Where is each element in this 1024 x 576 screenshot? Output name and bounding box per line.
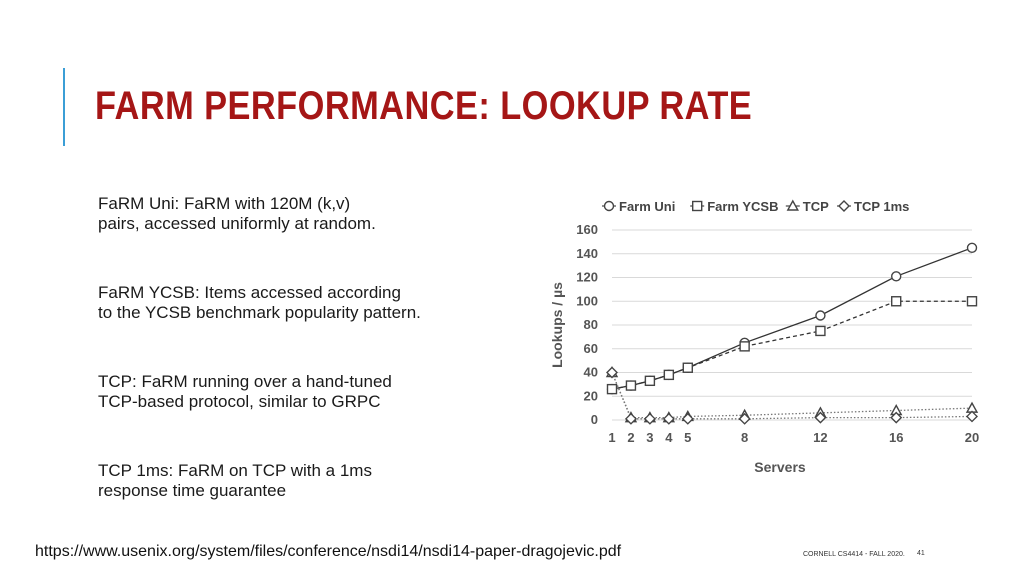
data-point-farm-ycsb <box>606 383 618 395</box>
data-point-tcp-1ms <box>890 411 903 424</box>
x-tick-label: 8 <box>741 430 748 445</box>
legend-label-farm-ycsb: Farm YCSB <box>707 199 778 214</box>
x-tick-label: 2 <box>627 430 634 445</box>
series-line-farm-uni <box>611 247 973 390</box>
description-line: TCP-based protocol, similar to GRPC <box>98 392 381 411</box>
data-point-farm-ycsb <box>625 380 637 391</box>
description-line: to the YCSB benchmark popularity pattern… <box>98 303 421 322</box>
x-tick-label: 16 <box>889 430 903 445</box>
x-tick-label: 20 <box>965 430 979 445</box>
y-tick-label: 100 <box>576 293 598 308</box>
data-point-farm-ycsb <box>891 296 902 307</box>
y-tick-label: 60 <box>584 341 598 356</box>
y-tick-label: 0 <box>591 412 598 427</box>
description-tcp-1ms: TCP 1ms: FaRM on TCP with a 1ms response… <box>98 461 518 501</box>
y-tick-label: 20 <box>584 388 598 403</box>
y-axis-label: Lookups / µs <box>549 282 565 368</box>
y-tick-label: 80 <box>584 317 598 332</box>
data-point-tcp-1ms <box>624 412 637 425</box>
slide-title: FARM PERFORMANCE: LOOKUP RATE <box>95 84 753 128</box>
y-tick-label: 120 <box>576 270 598 285</box>
data-point-farm-ycsb <box>966 296 978 307</box>
data-point-farm-ycsb <box>644 375 656 387</box>
legend-label-farm-uni: Farm Uni <box>619 199 675 214</box>
legend-marker-farm-uni <box>603 200 615 212</box>
y-tick-label: 160 <box>576 222 598 237</box>
data-point-farm-ycsb <box>739 341 750 352</box>
description-line: FaRM YCSB: Items accessed according <box>98 283 401 302</box>
x-tick-label: 5 <box>684 430 691 445</box>
data-point-farm-uni <box>966 242 978 254</box>
description-line: TCP: FaRM running over a hand-tuned <box>98 372 392 391</box>
data-point-farm-uni <box>815 310 826 321</box>
data-point-farm-ycsb <box>682 362 693 373</box>
data-point-tcp-1ms <box>814 411 827 424</box>
y-tick-label: 40 <box>584 365 598 380</box>
description-tcp: TCP: FaRM running over a hand-tuned TCP-… <box>98 372 518 412</box>
description-line: FaRM Uni: FaRM with 120M (k,v) <box>98 194 351 213</box>
description-line: response time guarantee <box>98 481 287 500</box>
data-point-tcp-1ms <box>606 366 618 379</box>
data-point-farm-ycsb <box>815 325 826 337</box>
legend-label-tcp: TCP <box>803 199 829 214</box>
x-axis-label: Servers <box>754 459 806 475</box>
x-tick-label: 3 <box>646 430 653 445</box>
data-point-farm-uni <box>891 271 902 282</box>
page-number: 41 <box>917 550 925 557</box>
legend-marker-farm-ycsb <box>691 200 703 212</box>
data-point-tcp-1ms <box>643 412 656 425</box>
x-tick-label: 12 <box>813 430 827 445</box>
source-link[interactable]: https://www.usenix.org/system/files/conf… <box>35 543 622 560</box>
description-farm-ycsb: FaRM YCSB: Items accessed according to t… <box>98 283 518 323</box>
data-point-farm-ycsb <box>663 369 675 381</box>
x-tick-label: 4 <box>665 430 673 445</box>
course-footer: CORNELL CS4414 - FALL 2020. <box>803 551 905 558</box>
data-point-tcp-1ms <box>738 412 751 425</box>
x-tick-label: 1 <box>608 430 615 445</box>
legend-marker-tcp-1ms <box>838 200 850 212</box>
description-farm-uni: FaRM Uni: FaRM with 120M (k,v) pairs, ac… <box>98 194 518 234</box>
description-line: pairs, accessed uniformly at random. <box>98 214 376 233</box>
data-point-tcp-1ms <box>966 410 978 423</box>
legend-marker-tcp <box>786 199 799 211</box>
description-line: TCP 1ms: FaRM on TCP with a 1ms <box>98 461 372 480</box>
data-point-tcp-1ms <box>681 412 694 425</box>
series-line-tcp-1ms <box>611 372 973 420</box>
legend-label-tcp-1ms: TCP 1ms <box>854 199 909 214</box>
y-tick-label: 140 <box>576 246 598 261</box>
title-accent-bar <box>63 68 65 146</box>
data-point-tcp-1ms <box>662 412 675 425</box>
